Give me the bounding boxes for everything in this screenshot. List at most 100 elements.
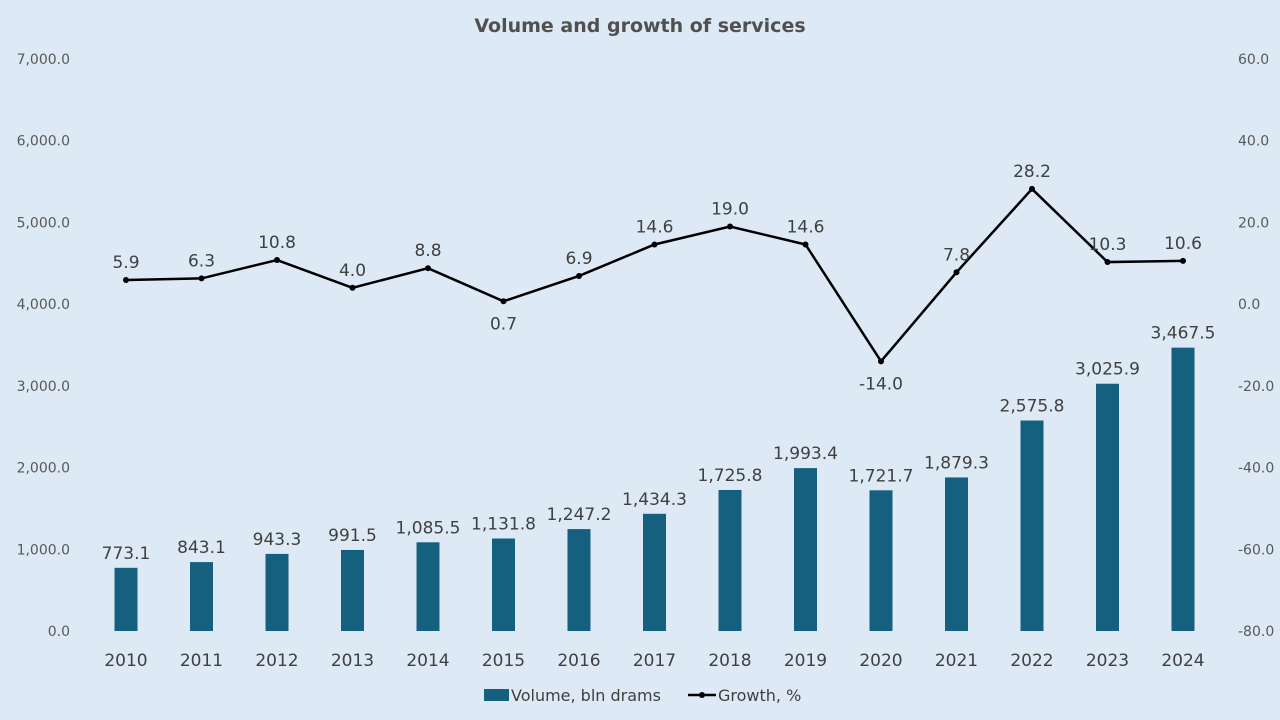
bar-data-label: 3,025.9 — [1075, 360, 1140, 380]
right-tick-label: 0.0 — [1238, 297, 1260, 313]
right-tick-label: 40.0 — [1238, 134, 1269, 150]
chart-title: Volume and growth of services — [474, 15, 805, 37]
x-tick-label: 2010 — [104, 651, 147, 671]
left-axis: 0.0 1,000.0 2,000.0 3,000.0 4,000.0 5,000.0 6,… — [17, 52, 70, 640]
legend-growth: Growth, % — [718, 686, 801, 705]
x-tick-label: 2016 — [557, 651, 600, 671]
bar — [114, 567, 138, 631]
line-point — [953, 269, 960, 276]
right-tick-label: 60.0 — [1238, 52, 1269, 68]
left-tick-label: 4,000.0 — [17, 297, 70, 313]
legend-bar-swatch — [484, 689, 509, 701]
line-data-label: 19.0 — [711, 200, 749, 220]
bar — [265, 553, 289, 631]
bar-data-label: 1,247.2 — [547, 505, 612, 525]
bar — [869, 490, 893, 631]
line-data-label: 4.0 — [339, 261, 366, 281]
line-point — [274, 257, 280, 264]
bar-data-label: 1,131.8 — [471, 515, 536, 535]
bar — [567, 529, 591, 631]
x-tick-label: 2020 — [859, 651, 902, 671]
bar-data-label: 991.5 — [328, 526, 377, 546]
line-point — [802, 241, 809, 248]
left-tick-label: 6,000.0 — [17, 134, 70, 150]
line-data-label: 7.8 — [943, 245, 970, 265]
line-point — [349, 284, 356, 291]
x-tick-label: 2021 — [935, 651, 978, 671]
bar-data-label: 1,085.5 — [396, 518, 461, 538]
bar-data-label: 1,879.3 — [924, 453, 989, 473]
x-tick-label: 2017 — [633, 651, 676, 671]
growth-line — [125, 187, 1184, 364]
right-axis: -80.0 -60.0 -40.0 -20.0 0.0 20.0 40.0 60.0 — [1238, 52, 1274, 640]
bar — [718, 489, 742, 631]
line-data-label: 14.6 — [636, 217, 674, 237]
x-tick-label: 2012 — [255, 651, 298, 671]
bar-data-label: 1,434.3 — [622, 490, 687, 510]
line-point — [576, 272, 582, 279]
left-tick-label: 2,000.0 — [17, 461, 70, 477]
bar-data-label: 1,721.7 — [849, 466, 914, 486]
right-tick-label: -80.0 — [1238, 624, 1274, 640]
bar — [416, 542, 440, 631]
left-tick-label: 7,000.0 — [17, 52, 70, 68]
legend: Volume, bln drams Growth, % — [484, 686, 801, 705]
bar — [1020, 420, 1044, 631]
line-point — [500, 298, 507, 305]
x-axis: 2010 2011 2012 2013 2014 2015 2016 2017 2018 2019… — [104, 651, 1204, 671]
x-tick-label: 2019 — [784, 651, 827, 671]
left-tick-label: 3,000.0 — [17, 379, 70, 395]
line-data-label: 6.3 — [188, 251, 215, 271]
legend-volume: Volume, bln drams — [511, 686, 661, 705]
bar-data-label: 843.1 — [177, 538, 226, 558]
line-data-label: 28.2 — [1013, 162, 1051, 182]
bar — [643, 513, 666, 631]
line-data-label: 10.3 — [1089, 235, 1127, 255]
line-data-label: 14.6 — [787, 217, 825, 237]
x-tick-label: 2024 — [1161, 651, 1204, 671]
bar — [1171, 347, 1195, 631]
bar-data-label: 943.3 — [253, 530, 302, 550]
x-tick-label: 2018 — [708, 651, 751, 671]
x-tick-label: 2015 — [482, 651, 525, 671]
bar-data-label: 1,725.8 — [698, 466, 763, 486]
bar — [190, 562, 213, 631]
x-tick-label: 2013 — [331, 651, 374, 671]
left-tick-label: 0.0 — [48, 624, 70, 640]
line-point — [651, 241, 658, 248]
line-data-label: 8.8 — [414, 241, 441, 261]
line-data-label: 5.9 — [112, 253, 139, 273]
line-point — [1104, 259, 1111, 266]
line-data-label: 0.7 — [490, 314, 517, 334]
bar — [794, 468, 817, 631]
line-point — [727, 223, 733, 230]
line-point — [198, 275, 205, 282]
line-point — [1180, 257, 1186, 264]
line-series: 5.9 6.3 10.8 4.0 8.8 0.7 6.9 14.6 19.0 14.6 -14.0 7… — [112, 162, 1201, 394]
right-tick-label: -40.0 — [1238, 461, 1274, 477]
x-tick-label: 2011 — [180, 651, 223, 671]
line-data-label: 10.8 — [258, 233, 296, 253]
x-tick-label: 2022 — [1010, 651, 1053, 671]
bar — [492, 538, 515, 631]
bar — [1096, 383, 1119, 631]
bar-data-label: 3,467.5 — [1151, 324, 1216, 344]
right-tick-label: 20.0 — [1238, 215, 1269, 231]
left-tick-label: 5,000.0 — [17, 215, 70, 231]
line-point — [878, 358, 884, 365]
bar-data-label: 773.1 — [102, 544, 151, 564]
right-tick-label: -60.0 — [1238, 542, 1274, 558]
x-tick-label: 2014 — [406, 651, 449, 671]
legend-line-marker — [699, 692, 705, 698]
x-tick-label: 2023 — [1086, 651, 1129, 671]
bar — [945, 477, 968, 631]
line-point — [425, 265, 431, 272]
right-tick-label: -20.0 — [1238, 379, 1274, 395]
line-data-label: 6.9 — [565, 249, 592, 269]
left-tick-label: 1,000.0 — [17, 542, 70, 558]
line-data-label: -14.0 — [859, 374, 903, 394]
bar-data-label: 2,575.8 — [1000, 397, 1065, 417]
line-data-label: 10.6 — [1164, 234, 1202, 254]
bar-data-label: 1,993.4 — [773, 444, 838, 464]
